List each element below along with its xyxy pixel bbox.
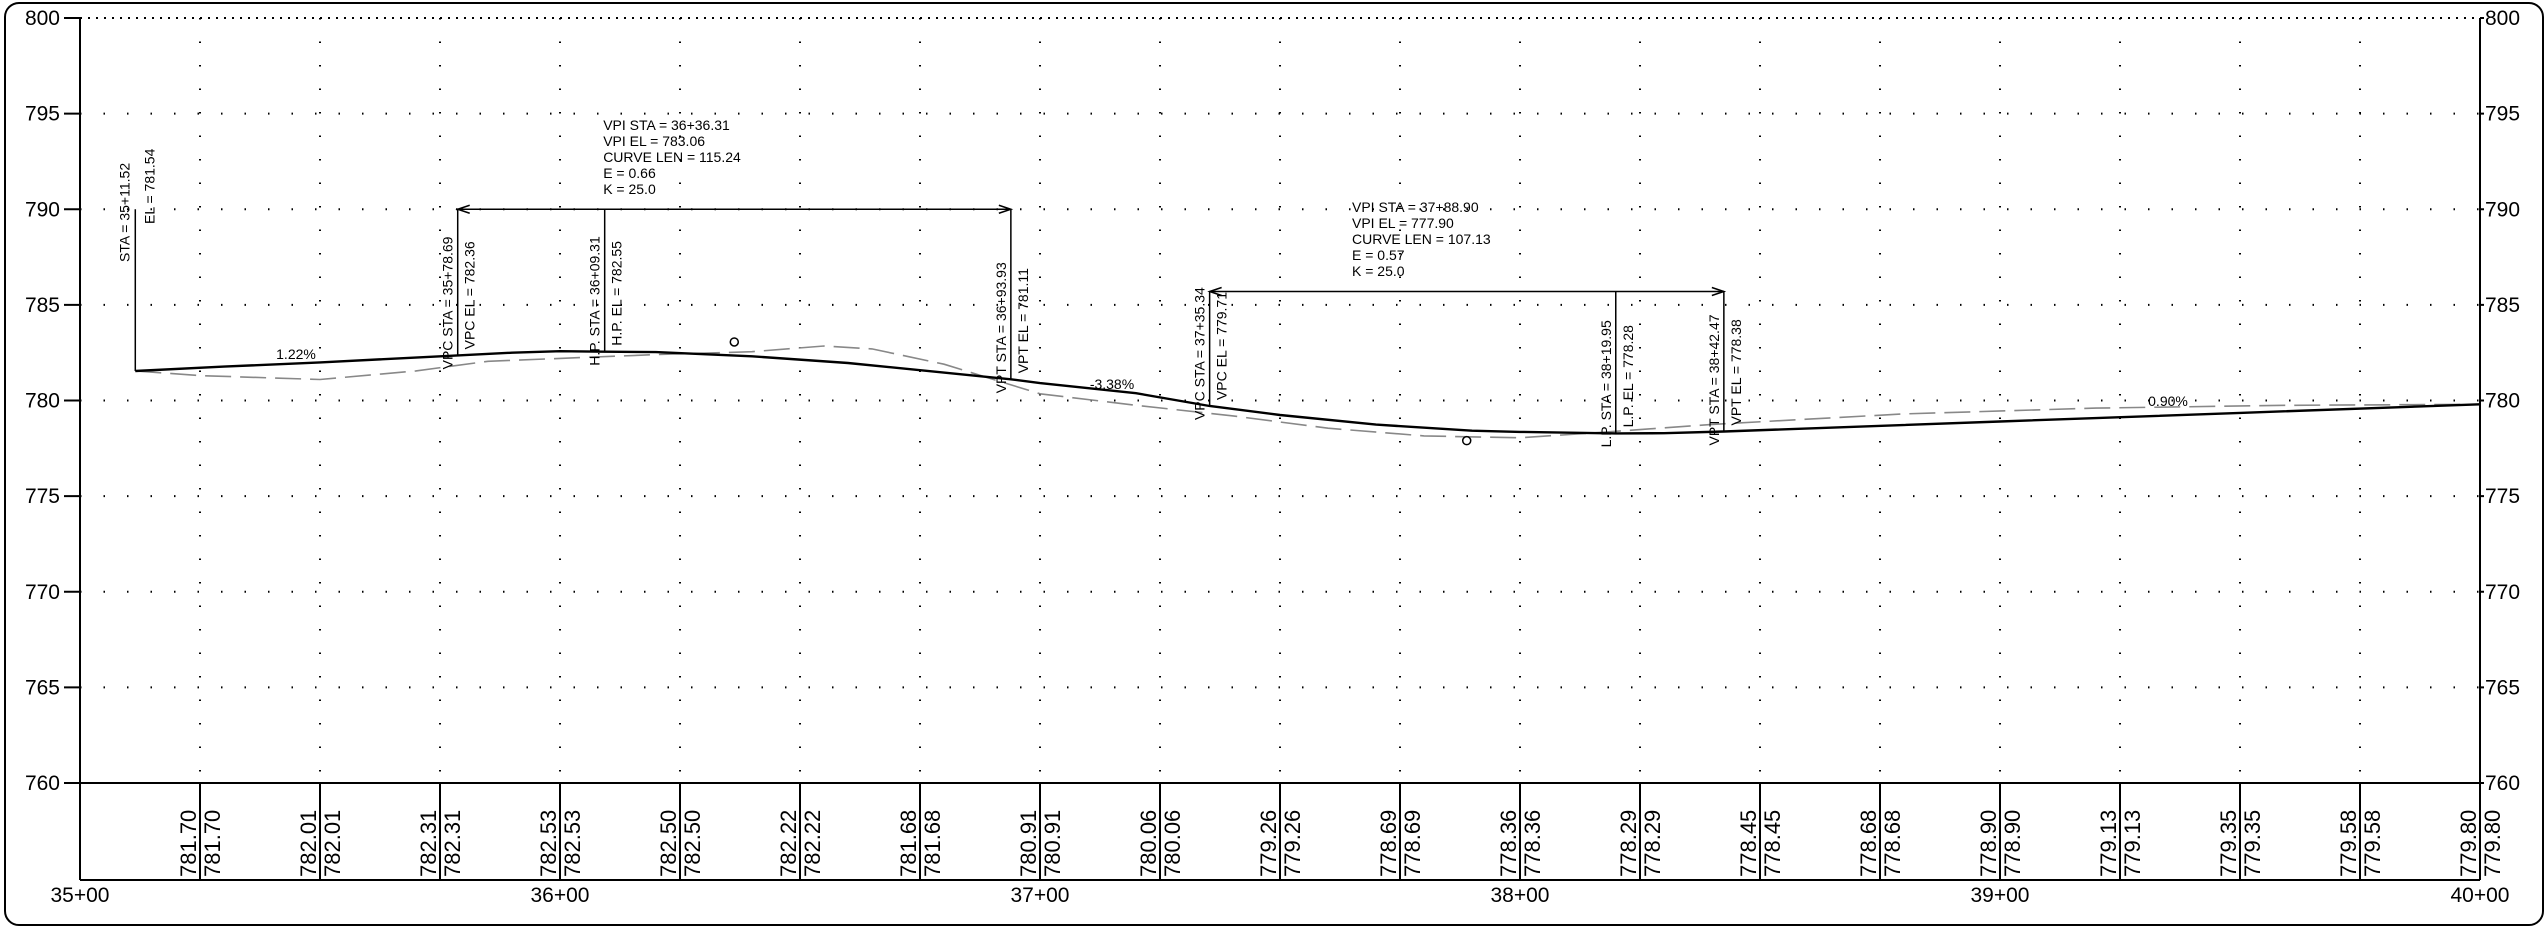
curve-vpc-elevation-label: VPC EL = 779.71 (1214, 292, 1230, 400)
station-tick-label: 37+00 (1011, 884, 1070, 907)
curve-arrow-left (1207, 286, 1222, 297)
existing-elevation-value: 781.68 (920, 810, 945, 877)
elevation-tick-label-left: 795 (25, 103, 60, 126)
curve-info-line: VPI STA = 36+36.31 (603, 117, 730, 133)
start-station-label: STA = 35+11.52 (116, 163, 132, 262)
grade-label: -3.38% (1090, 376, 1134, 392)
proposed-elevation-value: 780.91 (1016, 810, 1041, 877)
existing-elevation-value: 778.36 (1520, 810, 1545, 877)
elevation-tick-label-right: 790 (2485, 198, 2520, 221)
curve-arrow-right (1711, 286, 1727, 297)
proposed-elevation-value: 779.80 (2456, 810, 2481, 877)
curve-mid-elevation-label: H.P. EL = 782.55 (609, 241, 625, 346)
proposed-elevation-value: 778.69 (1376, 810, 1401, 877)
proposed-elevation-value: 782.22 (776, 810, 801, 877)
elevation-tick-label-right: 780 (2485, 390, 2520, 413)
proposed-elevation-value: 779.26 (1256, 810, 1281, 877)
start-elevation-label: EL = 781.54 (141, 148, 157, 224)
curve-info-line: VPI STA = 37+88.90 (1352, 199, 1479, 215)
proposed-elevation-value: 782.01 (296, 810, 321, 877)
curve-vpc-station-label: VPC STA = 35+78.69 (440, 236, 456, 369)
curve-info-line: CURVE LEN = 107.13 (1352, 231, 1491, 247)
existing-elevation-value: 781.70 (200, 810, 225, 877)
curve-info-line: CURVE LEN = 115.24 (603, 149, 741, 165)
curve-mid-elevation-label: L.P. EL = 778.28 (1620, 325, 1636, 428)
proposed-elevation-value: 778.68 (1856, 810, 1881, 877)
proposed-elevation-value: 781.68 (896, 810, 921, 877)
elevation-tick-label-right: 785 (2485, 294, 2520, 317)
proposed-elevation-value: 782.31 (416, 810, 441, 877)
sheet-border (4, 2, 2544, 926)
proposed-elevation-value: 782.53 (536, 810, 561, 877)
station-tick-label: 40+00 (2451, 884, 2510, 907)
curve-vpc-station-label: VPC STA = 37+35.34 (1192, 287, 1208, 420)
existing-elevation-value: 782.22 (800, 810, 825, 877)
elevation-tick-label-right: 795 (2485, 103, 2520, 126)
elevation-tick-label-left: 775 (25, 485, 60, 508)
curve-info-line: VPI EL = 777.90 (1352, 215, 1454, 231)
elevation-tick-label-right: 760 (2485, 772, 2520, 795)
elevation-tick-label-left: 790 (25, 198, 60, 221)
existing-elevation-value: 779.13 (2120, 810, 2145, 877)
grade-label: 0.90% (2148, 393, 2188, 409)
existing-elevation-value: 782.31 (440, 810, 465, 877)
existing-elevation-value: 780.91 (1040, 810, 1065, 877)
vpi-marker (729, 337, 740, 347)
curve-info-line: E = 0.66 (603, 165, 656, 181)
elevation-tick-label-left: 765 (25, 676, 60, 699)
existing-elevation-value: 782.53 (560, 810, 585, 877)
proposed-elevation-value: 779.13 (2096, 810, 2121, 877)
proposed-elevation-value: 779.58 (2336, 810, 2361, 877)
existing-elevation-value: 779.26 (1280, 810, 1305, 877)
proposed-elevation-value: 779.35 (2216, 810, 2241, 877)
existing-elevation-value: 778.69 (1400, 810, 1425, 877)
existing-elevation-value: 780.06 (1160, 810, 1185, 877)
existing-elevation-value: 782.01 (320, 810, 345, 877)
elevation-tick-label-right: 765 (2485, 676, 2520, 699)
proposed-elevation-value: 778.29 (1616, 810, 1641, 877)
curve-vpt-station-label: VPT STA = 38+42.47 (1706, 314, 1722, 445)
curve-vpt-elevation-label: VPT EL = 781.11 (1015, 268, 1031, 373)
curve-info-line: E = 0.57 (1352, 247, 1405, 263)
curve-vpc-elevation-label: VPC EL = 782.36 (462, 241, 478, 349)
proposed-elevation-value: 782.50 (656, 810, 681, 877)
proposed-elevation-value: 780.06 (1136, 810, 1161, 877)
station-tick-label: 39+00 (1971, 884, 2030, 907)
grade-label: 1.22% (276, 346, 316, 362)
elevation-tick-label-left: 760 (25, 772, 60, 795)
existing-elevation-value: 778.68 (1880, 810, 1905, 877)
curve-mid-station-label: H.P. STA = 36+09.31 (587, 236, 603, 366)
curve-info-line: VPI EL = 783.06 (603, 133, 705, 149)
existing-elevation-value: 778.29 (1640, 810, 1665, 877)
existing-elevation-value: 778.45 (1760, 810, 1785, 877)
proposed-elevation-value: 778.90 (1976, 810, 2001, 877)
vpi-marker (1461, 435, 1472, 446)
curve-info-line: K = 25.0 (603, 181, 656, 197)
proposed-elevation-value: 778.36 (1496, 810, 1521, 877)
existing-elevation-value: 779.80 (2480, 810, 2505, 877)
elevation-tick-label-left: 800 (25, 7, 60, 30)
elevation-tick-label-right: 775 (2485, 485, 2520, 508)
existing-elevation-value: 779.35 (2240, 810, 2265, 877)
existing-ground-line (135, 345, 2481, 439)
existing-elevation-value: 782.50 (680, 810, 705, 877)
station-tick-label: 35+00 (51, 884, 110, 907)
proposed-elevation-value: 781.70 (176, 810, 201, 877)
elevation-tick-label-left: 785 (25, 294, 60, 317)
elevation-tick-label-left: 770 (25, 581, 60, 604)
curve-mid-station-label: L.P. STA = 38+19.95 (1598, 320, 1614, 447)
elevation-tick-label-right: 770 (2485, 581, 2520, 604)
station-tick-label: 36+00 (531, 884, 590, 907)
proposed-elevation-value: 778.45 (1736, 810, 1761, 877)
curve-info-line: K = 25.0 (1352, 263, 1405, 279)
curve-vpt-elevation-label: VPT EL = 778.38 (1728, 319, 1744, 425)
elevation-tick-label-left: 780 (25, 390, 60, 413)
proposed-profile-line (135, 349, 2481, 435)
elevation-tick-label-right: 800 (2485, 7, 2520, 30)
existing-elevation-value: 779.58 (2360, 810, 2385, 877)
station-tick-label: 38+00 (1491, 884, 1550, 907)
existing-elevation-value: 778.90 (2000, 810, 2025, 877)
curve-vpt-station-label: VPT STA = 36+93.93 (993, 262, 1009, 393)
